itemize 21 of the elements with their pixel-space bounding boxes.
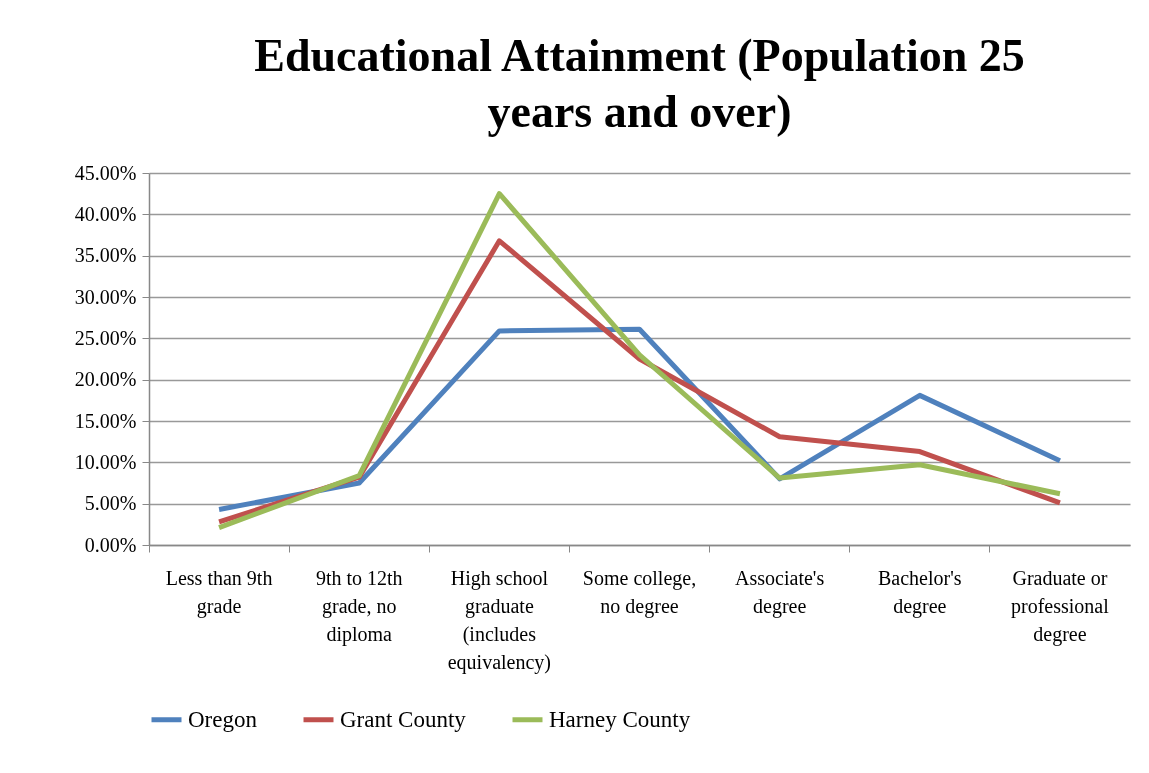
y-tick-label: 30.00%	[74, 285, 137, 308]
legend-label: Oregon	[188, 706, 258, 732]
x-tick-label: 9th to 12th grade, no diploma	[315, 566, 403, 646]
y-tick-label: 15.00%	[74, 409, 137, 432]
x-tick-label: Associate's degree	[735, 566, 825, 618]
x-tick-label: Less than 9th grade	[165, 566, 273, 618]
x-tick-label: Bachelor's degree	[878, 566, 962, 618]
x-tick-label: High school graduate (includes equivalency)	[447, 566, 551, 674]
x-tick-label: Some college, no degree	[582, 566, 697, 618]
y-tick-label: 20.00%	[74, 368, 137, 391]
x-tick-label: Graduate or professional degree	[1011, 566, 1110, 646]
y-tick-label: 35.00%	[74, 244, 137, 267]
y-tick-label: 45.00%	[74, 161, 137, 184]
y-tick-label: 0.00%	[84, 533, 137, 556]
y-tick-label: 25.00%	[74, 326, 137, 349]
legend-label: Grant County	[340, 706, 467, 732]
y-tick-label: 40.00%	[74, 202, 137, 225]
y-tick-label: 10.00%	[74, 450, 137, 473]
y-tick-label: 5.00%	[84, 492, 137, 515]
legend-label: Harney County	[549, 706, 691, 732]
chart-title: Educational Attainment (Population 25 years and over)	[254, 30, 1025, 137]
